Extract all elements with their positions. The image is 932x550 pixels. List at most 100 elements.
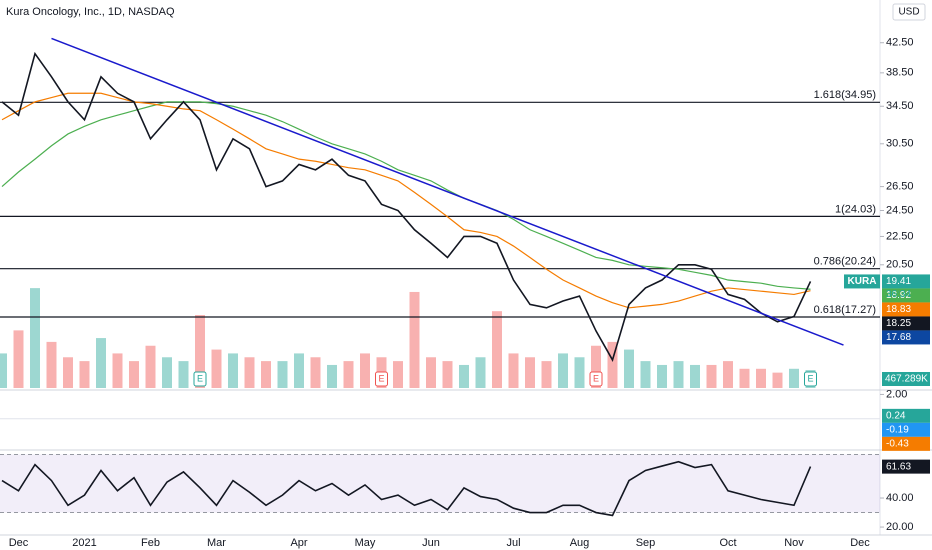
- x-tick-label: Nov: [784, 537, 804, 549]
- rsi-label: 61.63: [886, 461, 911, 472]
- x-tick-label: Oct: [719, 537, 736, 549]
- volume-bar: [261, 361, 271, 388]
- series-line: [1, 460, 812, 517]
- y-tick-label: 24.50: [886, 204, 914, 216]
- currency[interactable]: USD: [898, 7, 919, 18]
- volume-bar: [756, 368, 766, 388]
- volume-bar: [706, 364, 717, 388]
- price-badge-label: -0.43: [886, 439, 909, 450]
- volume-bar: [343, 361, 354, 388]
- volume-bar: [789, 368, 799, 388]
- volume-bar: [327, 364, 337, 388]
- y-tick-label: 40.00: [886, 492, 914, 504]
- volume-bar: [541, 361, 552, 388]
- volume-bar: [228, 353, 238, 388]
- volume-bar: [178, 361, 189, 388]
- y-tick-label: 38.50: [886, 67, 914, 79]
- currency-box[interactable]: [892, 3, 926, 21]
- y-tick-label: 30.50: [886, 138, 914, 150]
- rsi-band: [0, 454, 880, 513]
- volume-bar: [129, 361, 139, 388]
- x-tick-label: 2021: [72, 537, 96, 549]
- volume-bar: [13, 330, 24, 388]
- volume-bar: [0, 353, 7, 388]
- volume-bar: [508, 353, 519, 388]
- volume-bar: [475, 357, 486, 388]
- earnings-marker: [375, 371, 388, 387]
- x-tick-label: Dec: [850, 537, 870, 549]
- rsi-badge: [882, 459, 930, 474]
- volume-bar: [393, 361, 403, 388]
- volume-bar: [195, 315, 205, 388]
- price-badge: [882, 408, 930, 423]
- earnings-label: E: [593, 373, 599, 383]
- volume-bar: [360, 353, 370, 388]
- volume-bar: [673, 361, 684, 388]
- y-tick-label: 26.50: [886, 181, 914, 193]
- volume-bar: [657, 364, 667, 388]
- volume-bar: [723, 361, 733, 388]
- volume-bar: [607, 341, 618, 388]
- fib-level-label: 0.618(17.27): [814, 304, 876, 316]
- x-tick-label: Dec: [9, 537, 29, 549]
- y-tick-label: 20.00: [886, 521, 914, 533]
- x-tick-label: Feb: [141, 537, 160, 549]
- volume-bar: [162, 357, 172, 388]
- y-tick-label: 42.50: [886, 37, 914, 49]
- volume-bar: [558, 353, 568, 388]
- earnings-marker: [193, 371, 207, 387]
- volume-bar: [145, 345, 156, 388]
- y-tick-label: 20.50: [886, 259, 914, 271]
- price-badge: [882, 316, 930, 331]
- volume-bar: [63, 357, 73, 388]
- volume-bar: [739, 368, 750, 388]
- earnings-label: E: [378, 373, 384, 383]
- price-badge: [882, 274, 930, 289]
- volume-bar: [277, 361, 288, 388]
- earnings-marker: [804, 371, 817, 387]
- price-badge-label: 0.24: [886, 411, 906, 422]
- volume-badge: [882, 372, 930, 386]
- price-badge: [882, 302, 930, 317]
- x-tick-label: May: [355, 537, 376, 549]
- volume-bar: [492, 311, 502, 388]
- chart-title: Kura Oncology, Inc., 1D, NASDAQ: [6, 6, 175, 18]
- volume-bar: [574, 357, 585, 388]
- volume-bar: [79, 361, 90, 388]
- series-line: [1, 92, 811, 309]
- price-badge: [882, 436, 930, 451]
- x-tick-label: Jul: [506, 537, 520, 549]
- volume-bar: [112, 353, 123, 388]
- fib-level-label: 1.618(34.95): [814, 89, 876, 101]
- y-tick-label: 22.50: [886, 230, 914, 242]
- price-badge-label: 18.25: [886, 318, 911, 329]
- price-badge-label: 17.68: [886, 332, 911, 343]
- earnings-label: E: [807, 373, 813, 383]
- symbol-label: KURA: [848, 276, 877, 287]
- volume-bar: [46, 341, 57, 388]
- price-badge: [882, 330, 930, 345]
- x-tick-label: Aug: [570, 537, 590, 549]
- x-tick-label: Sep: [636, 537, 656, 549]
- volume-bar: [310, 357, 321, 388]
- volume-bar: [244, 357, 255, 388]
- volume-bar: [624, 349, 634, 388]
- volume-bar: [525, 357, 535, 388]
- price-badge: [882, 422, 930, 437]
- volume-bar: [294, 353, 304, 388]
- volume-bar: [640, 361, 651, 388]
- volume-bar: [772, 372, 783, 388]
- fib-level-label: 1(24.03): [835, 203, 876, 215]
- earnings-marker: [589, 371, 603, 387]
- volume-bar: [591, 345, 601, 388]
- price-badge-label: 19.41: [886, 276, 911, 287]
- y-tick-label: 34.50: [886, 100, 914, 112]
- series-line: [1, 51, 812, 362]
- volume-bar: [211, 349, 222, 388]
- price-badge-label: 18.92: [886, 290, 911, 301]
- price-badge-label: -0.19: [886, 425, 909, 436]
- volume-bar: [30, 288, 40, 388]
- fib-level-label: 0.786(20.24): [814, 256, 876, 268]
- volume-bar: [96, 338, 106, 388]
